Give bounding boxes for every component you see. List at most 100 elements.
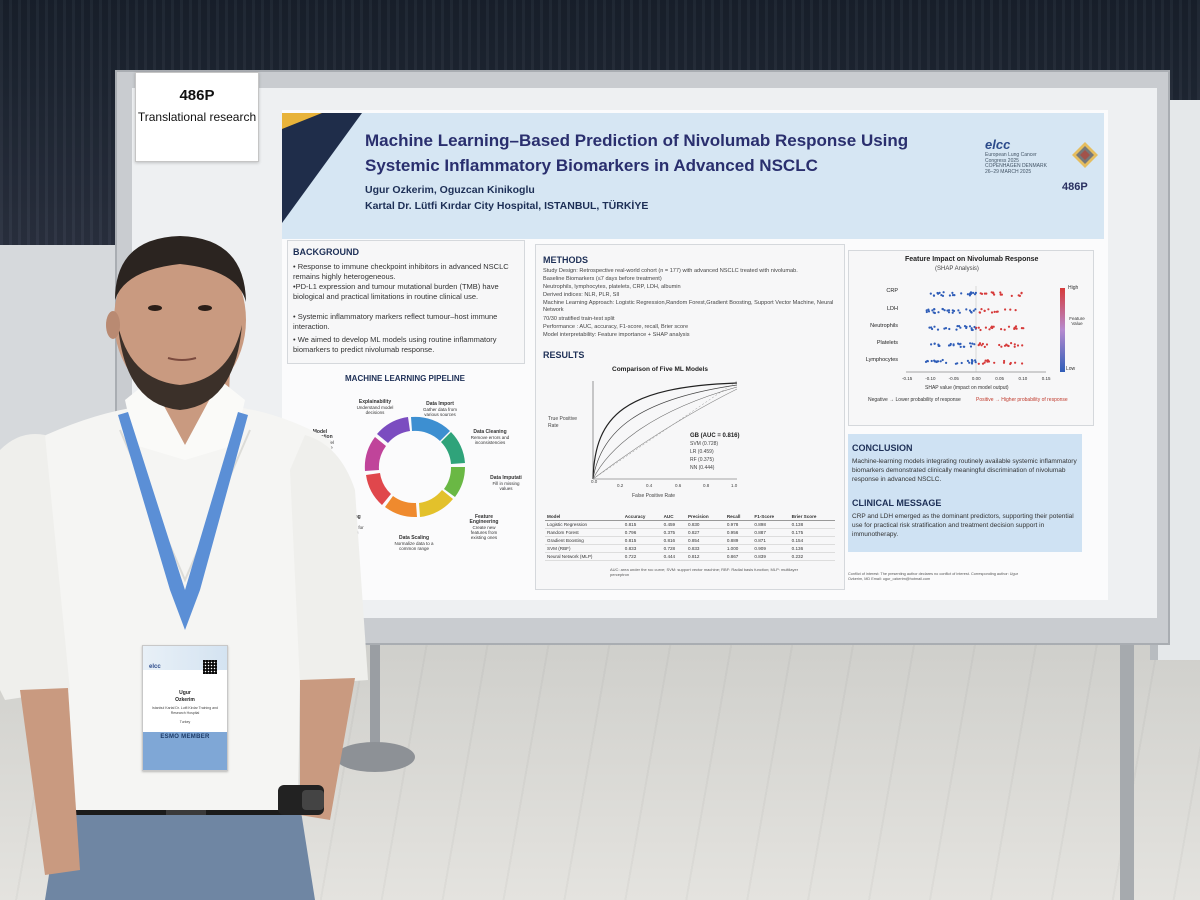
shap-dot (927, 308, 930, 311)
pipeline-step: Data Import Gather data from various sour… (422, 401, 458, 418)
board-stand-pole (370, 640, 380, 760)
board-number-card: 486P Translational research (135, 72, 259, 162)
roc-legend-item: LR (0.459) (690, 449, 714, 455)
clinical-message-title: CLINICAL MESSAGE (852, 498, 942, 508)
shap-dot (932, 311, 935, 314)
presenter-person (0, 236, 368, 900)
methods-title: METHODS (543, 255, 588, 265)
shap-dot (942, 291, 945, 294)
pipeline-title: MACHINE LEARNING PIPELINE (345, 374, 466, 383)
table-cell: Gradient Boosting (545, 536, 623, 545)
shap-dot (962, 345, 965, 348)
shap-dot (1014, 325, 1018, 328)
shap-dot (975, 326, 978, 329)
shap-dot (943, 309, 946, 312)
shap-dot (932, 294, 936, 297)
shap-dot (999, 293, 1002, 296)
table-cell: 0.871 (752, 536, 790, 545)
pipeline-ring-diagram (364, 416, 465, 518)
table-header: Recall (724, 513, 753, 521)
poster-header (282, 113, 1104, 239)
shap-dot (968, 361, 971, 364)
table-cell: 0.887 (752, 528, 790, 537)
shap-dot (1021, 344, 1024, 347)
shap-dot (1013, 345, 1016, 348)
shap-dot (941, 358, 944, 362)
table-cell: 0.812 (685, 552, 725, 561)
badge-last-name: Ozkerim (175, 697, 195, 703)
shap-dot (1000, 345, 1003, 348)
table-cell: 0.154 (789, 536, 835, 545)
shap-dot (960, 361, 963, 365)
shap-negative-note: Negative → Lower probability of response (868, 397, 961, 403)
shap-dot (948, 327, 951, 331)
shap-subtitle: (SHAP Analysis) (935, 266, 979, 272)
shap-dot (965, 308, 968, 311)
conference-emblem-icon (1072, 142, 1098, 168)
poster-header-logo-shape (282, 113, 362, 223)
table-cell: 0.815 (622, 536, 662, 545)
table-header: AUC (661, 513, 686, 521)
shap-dot (990, 325, 993, 328)
table-header: Accuracy (622, 513, 662, 521)
table-cell: 0.830 (685, 520, 725, 529)
table-cell: 1.000 (724, 544, 753, 553)
table-cell: 0.839 (752, 552, 790, 561)
svg-text:0.8: 0.8 (703, 483, 710, 488)
shap-dot (947, 311, 951, 314)
table-cell: 0.375 (661, 528, 686, 537)
shap-feature-label: CRP (886, 288, 898, 294)
shap-dot (1003, 328, 1006, 331)
shap-dot (981, 342, 984, 345)
shap-dot (1020, 327, 1023, 330)
roc-chart: 0.0 0.2 0.4 0.6 0.8 1.0 (591, 380, 738, 488)
shap-dot (957, 309, 960, 312)
table-cell: 0.175 (789, 528, 835, 537)
shap-dot (958, 325, 961, 328)
roc-legend: GB (AUC = 0.816) SVM (0.728) LR (0.459) … (690, 432, 740, 472)
board-number: 486P (179, 87, 215, 104)
shap-dot (977, 362, 980, 365)
shap-dot (966, 359, 969, 362)
table-cell: 0.978 (724, 520, 753, 529)
shap-dot (1004, 308, 1007, 311)
shap-dot (929, 292, 932, 295)
shap-colorbar-low: Low (1066, 366, 1076, 372)
pipeline-step: Feature Engineering Create new features f… (469, 514, 499, 541)
roc-legend-item: RF (0.375) (690, 457, 714, 463)
table-cell: 0.815 (622, 520, 662, 529)
table-cell: 0.909 (752, 544, 790, 553)
shap-dot (1010, 342, 1013, 345)
shap-dot (971, 342, 974, 345)
table-cell: 0.898 (752, 520, 790, 529)
shap-dot (933, 342, 936, 345)
shap-dot (968, 309, 972, 312)
shap-dot (958, 343, 961, 346)
shap-dot (956, 362, 959, 365)
shap-dot (941, 307, 944, 311)
shap-dot (951, 311, 954, 314)
shap-dot (986, 360, 989, 363)
shap-tick-label: 0.15 (1042, 376, 1051, 381)
shap-dot (971, 359, 974, 363)
pipeline-step: Data Cleaning Remove errors and inconsist… (470, 429, 510, 446)
shap-dot (993, 361, 996, 364)
background-title: BACKGROUND (293, 247, 359, 257)
conflict-of-interest-note: Conflict of interest: The presenting aut… (848, 572, 1019, 581)
poster-header-accent-shape (282, 113, 322, 129)
table-row: Gradient Boosting 0.815 0.816 0.854 0.889 0.8… (545, 536, 835, 545)
shap-dot (1007, 325, 1011, 328)
shap-dot (969, 345, 973, 348)
shap-dot (963, 325, 967, 328)
shap-positive-note: Positive → Higher probability of respons… (976, 397, 1068, 403)
shap-dot (983, 345, 986, 348)
pipeline-step: Explainability Understand model decisions (356, 399, 394, 416)
pipeline-step: Data Imputati Fill in missing values (490, 475, 522, 492)
roc-x-label: False Positive Rate (632, 493, 676, 499)
results-title: RESULTS (543, 350, 585, 360)
shap-dot (998, 343, 1001, 347)
table-header: Precision (685, 513, 725, 521)
shap-dot (948, 294, 951, 297)
shap-dot (931, 327, 934, 331)
table-footnote: AUC: area under the roc curve; SVM: supp… (610, 567, 799, 577)
